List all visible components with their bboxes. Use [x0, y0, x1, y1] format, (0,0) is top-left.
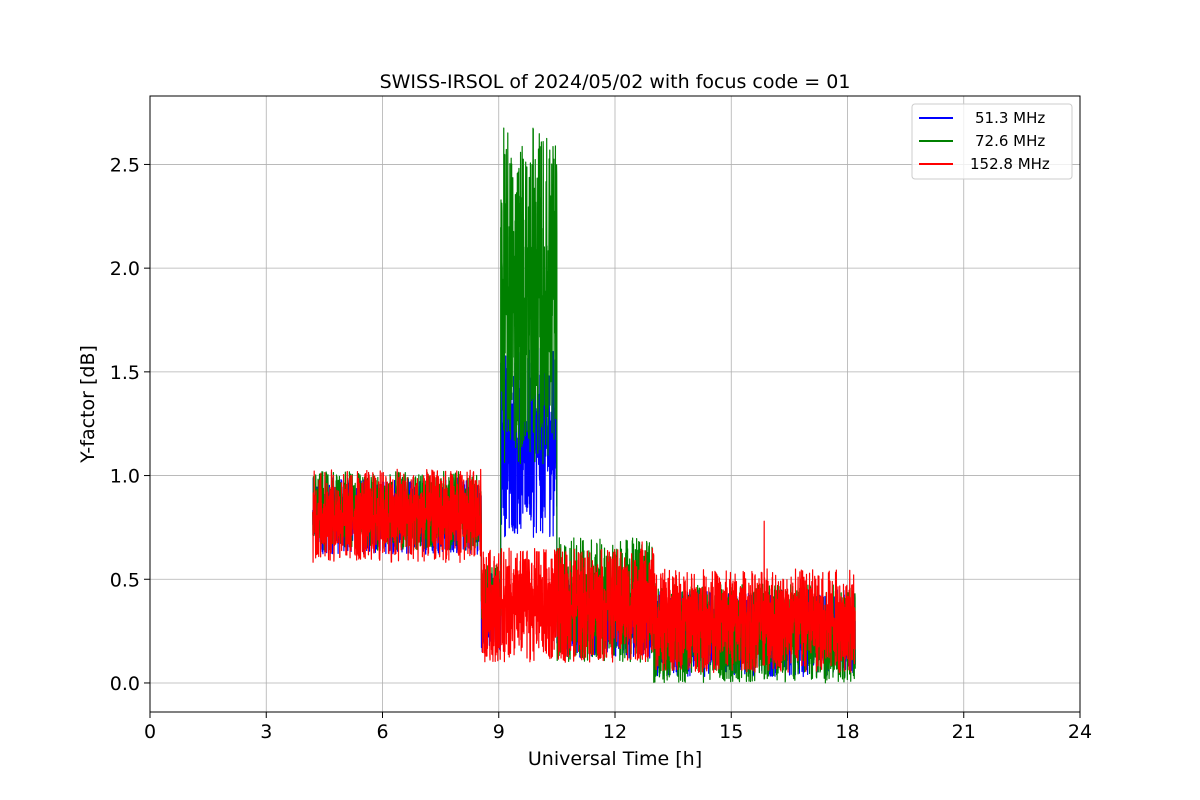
y-tick-label: 2.0: [110, 258, 140, 280]
y-tick-label: 2.5: [110, 154, 140, 176]
x-tick-label: 6: [376, 721, 388, 743]
x-tick-label: 9: [493, 721, 505, 743]
ticks: 0 3 6 9 12 15 18 21 24 0.0 0.5 1.0 1.5 2.0 2.5: [110, 154, 1092, 743]
legend-label-series-1: 72.6 MHz: [975, 132, 1045, 150]
x-tick-label: 24: [1068, 721, 1092, 743]
x-tick-label: 21: [952, 721, 976, 743]
y-tick-label: 0.0: [110, 673, 140, 695]
y-tick-label: 1.0: [110, 466, 140, 488]
legend: 51.3 MHz 72.6 MHz 152.8 MHz: [911, 103, 1073, 180]
series-layer: [312, 127, 856, 684]
legend-box: [911, 103, 1073, 180]
y-tick-label: 0.5: [110, 569, 140, 591]
x-tick-label: 3: [260, 721, 272, 743]
grid: [149, 96, 1081, 712]
series-line-2: [312, 468, 856, 674]
x-tick-label: 0: [144, 721, 156, 743]
chart-title: SWISS-IRSOL of 2024/05/02 with focus cod…: [380, 71, 851, 93]
x-tick-label: 12: [603, 721, 627, 743]
y-axis-label: Y-factor [dB]: [77, 345, 99, 464]
legend-label-series-0: 51.3 MHz: [975, 109, 1045, 127]
legend-label-series-2: 152.8 MHz: [970, 155, 1050, 173]
x-tick-label: 18: [835, 721, 859, 743]
x-tick-label: 15: [719, 721, 743, 743]
x-axis-label: Universal Time [h]: [528, 748, 702, 770]
y-tick-label: 1.5: [110, 362, 140, 384]
